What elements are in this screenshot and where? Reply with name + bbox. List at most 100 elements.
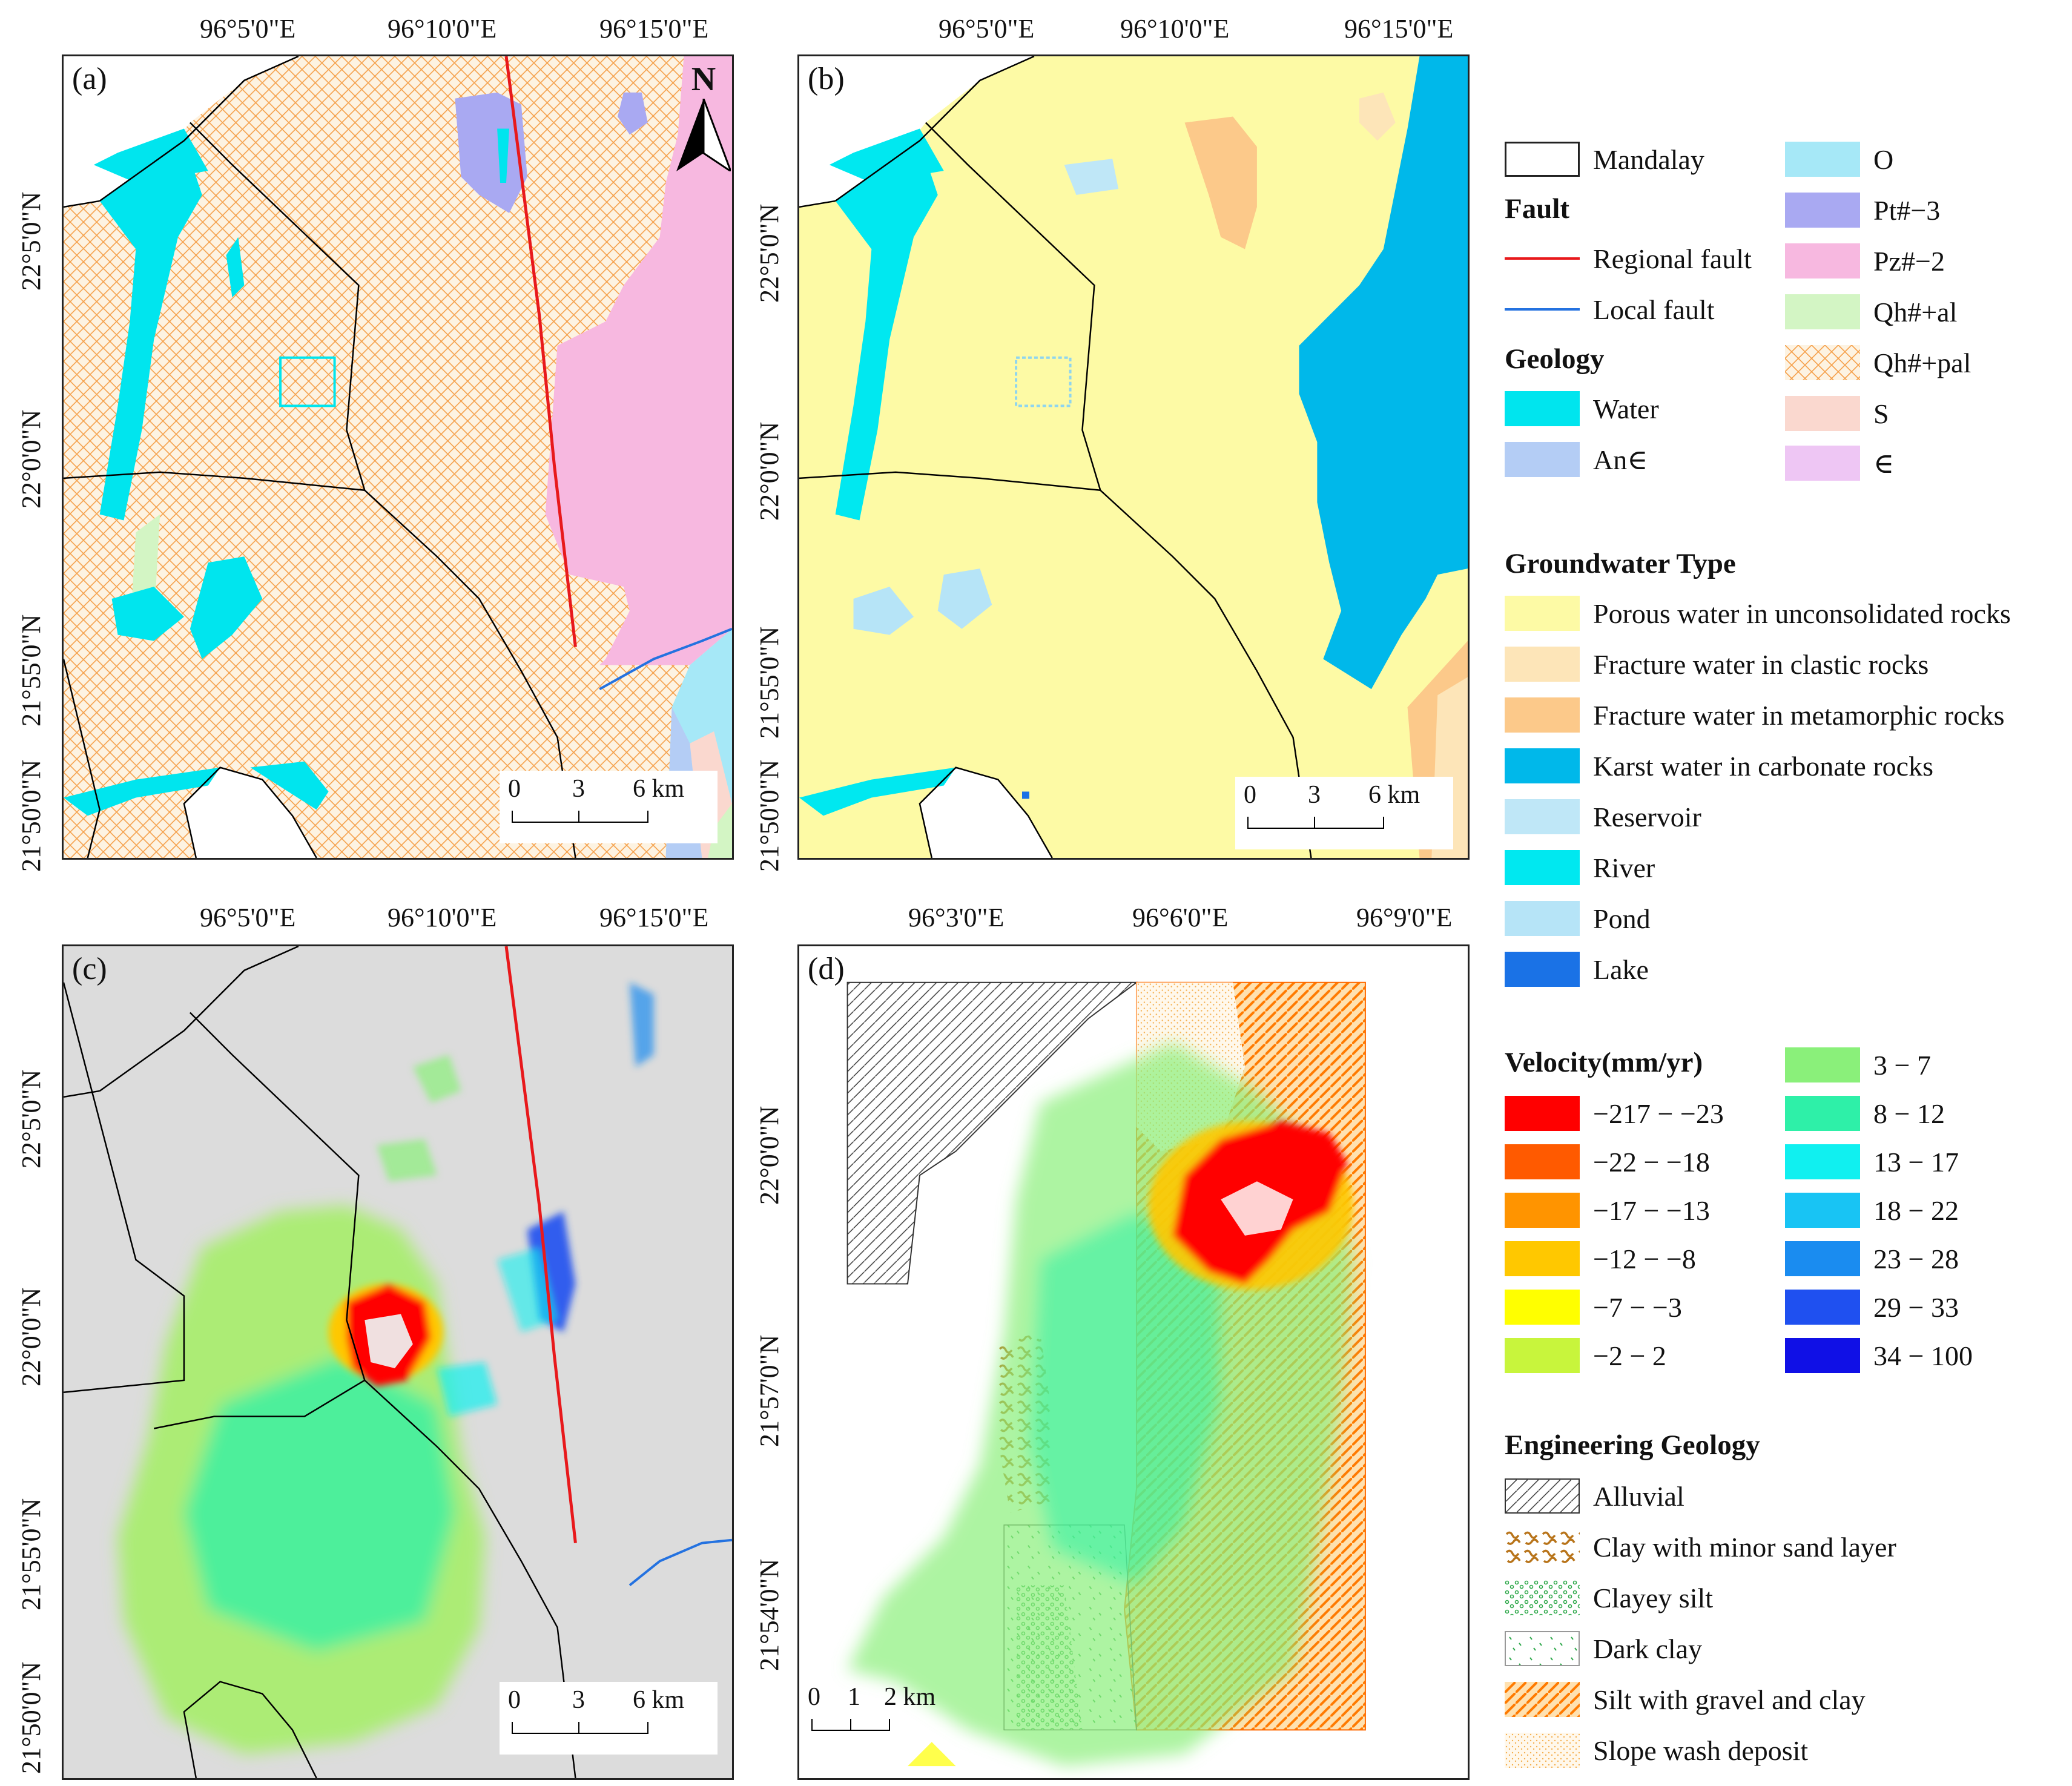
ytick-d-2: 21°57'0"N [754, 1334, 784, 1447]
xtick-c-1: 96°5'0"E [200, 903, 296, 932]
legend-silt-gravel: Silt with gravel and clay [1505, 1681, 1866, 1718]
fracture-clastic-label: Fracture water in clastic rocks [1593, 648, 1929, 680]
scale-a-2: 6 km [633, 775, 685, 803]
legend-reservoir: Reservoir [1505, 798, 1701, 835]
xtick-a-3: 96°15'0"E [599, 14, 709, 44]
an-label: An∈ [1593, 444, 1648, 475]
legend-dark-clay: Dark clay [1505, 1630, 1702, 1667]
pond-label: Pond [1593, 903, 1651, 934]
local-fault-label: Local fault [1593, 294, 1715, 325]
legend-vel-4: −12 − −8 [1505, 1240, 1696, 1277]
qh-pal-label: Qh#+pal [1873, 347, 1971, 378]
scale-bar-a: 0 3 6 km [500, 771, 718, 843]
north-arrow-label: N [691, 61, 716, 98]
scale-c-0: 0 [508, 1686, 521, 1714]
legend-clayey-silt: Clayey silt [1505, 1579, 1713, 1616]
scale-a-0: 0 [508, 775, 521, 803]
xtick-c-2: 96°10'0"E [388, 903, 497, 932]
ytick-b-1: 22°5'0"N [754, 203, 784, 303]
vel-9-label: 13 − 17 [1873, 1146, 1959, 1178]
o-label: O [1873, 143, 1894, 175]
xtick-d-2: 96°6'0"E [1132, 903, 1229, 932]
boundary-swatch [1505, 142, 1580, 177]
legend-pond: Pond [1505, 900, 1651, 937]
legend-clay-sand: Clay with minor sand layer [1505, 1528, 1896, 1566]
legend-slope-wash: Slope wash deposit [1505, 1732, 1808, 1769]
regional-fault-label: Regional fault [1593, 243, 1752, 274]
ytick-a-4: 21°50'0"N [16, 759, 46, 872]
legend-s: S [1785, 395, 1889, 432]
scale-d-0: 0 [808, 1683, 820, 1711]
ytick-c-1: 22°5'0"N [16, 1069, 46, 1168]
geology-heading: Geology [1505, 343, 1605, 375]
legend-alluvial: Alluvial [1505, 1477, 1684, 1515]
legend-vel-11: 23 − 28 [1785, 1240, 1959, 1277]
ytick-a-1: 22°5'0"N [16, 191, 46, 291]
xtick-d-3: 96°9'0"E [1356, 903, 1453, 932]
pz-label: Pz#−2 [1873, 245, 1945, 277]
panel-a-label: (a) [72, 62, 107, 96]
vel-3-label: −17 − −13 [1593, 1195, 1710, 1226]
ytick-c-2: 22°0'0"N [16, 1287, 46, 1386]
slope-wash-label: Slope wash deposit [1593, 1735, 1809, 1766]
scale-bar-b: 0 3 6 km [1235, 777, 1453, 849]
xtick-b-1: 96°5'0"E [939, 14, 1035, 44]
legend-vel-7: 3 − 7 [1785, 1046, 1931, 1084]
ytick-b-2: 22°0'0"N [754, 421, 784, 521]
legend-o: O [1785, 140, 1893, 178]
legend-vel-12: 29 − 33 [1785, 1288, 1959, 1326]
legend-cambrian: ∈ [1785, 444, 1894, 482]
water-label: Water [1593, 393, 1659, 424]
ytick-d-3: 21°54'0"N [754, 1558, 784, 1671]
legend-fracture-metamorphic: Fracture water in metamorphic rocks [1505, 696, 2005, 734]
xtick-b-3: 96°15'0"E [1344, 14, 1454, 44]
engineering-heading: Engineering Geology [1505, 1429, 1760, 1461]
lake-label: Lake [1593, 954, 1649, 985]
legend-vel-1: −217 − −23 [1505, 1095, 1724, 1132]
legend-pz: Pz#−2 [1785, 242, 1945, 280]
legend-local-fault: Local fault [1505, 291, 1715, 328]
legend-an: An∈ [1505, 441, 1648, 478]
vel-8-label: 8 − 12 [1873, 1098, 1945, 1129]
legend-qh-al: Qh#+al [1785, 293, 1957, 331]
legend-porous: Porous water in unconsolidated rocks [1505, 595, 2011, 632]
panel-a-geology-map: (a) N 0 3 6 km [62, 54, 734, 860]
legend-vel-6: −2 − 2 [1505, 1337, 1666, 1374]
cambrian-label: ∈ [1873, 448, 1895, 479]
scale-c-2: 6 km [633, 1686, 685, 1714]
vel-2-label: −22 − −18 [1593, 1146, 1710, 1178]
legend-vel-10: 18 − 22 [1785, 1191, 1959, 1229]
legend-pt: Pt#−3 [1785, 191, 1940, 229]
ytick-a-2: 22°0'0"N [16, 409, 46, 509]
boundary-label: Mandalay [1593, 143, 1704, 175]
s-label: S [1873, 398, 1889, 429]
clay-sand-label: Clay with minor sand layer [1593, 1531, 1896, 1563]
panel-d-engineering-map: (d) 0 1 2 km [797, 944, 1470, 1780]
ytick-c-4: 21°50'0"N [16, 1661, 46, 1774]
scale-b-0: 0 [1244, 781, 1256, 809]
legend-vel-8: 8 − 12 [1785, 1095, 1945, 1132]
panel-c-label: (c) [72, 952, 107, 986]
xtick-a-2: 96°10'0"E [388, 14, 497, 44]
panel-c-velocity-map: (c) 0 3 6 km [62, 944, 734, 1780]
ytick-b-3: 21°55'0"N [754, 626, 784, 739]
clayey-silt-label: Clayey silt [1593, 1582, 1714, 1613]
scale-bar-d: 0 1 2 km [799, 1679, 957, 1751]
vel-6-label: −2 − 2 [1593, 1340, 1666, 1371]
legend-fracture-clastic: Fracture water in clastic rocks [1505, 645, 1928, 683]
legend-karst: Karst water in carbonate rocks [1505, 747, 1933, 785]
legend-regional-fault: Regional fault [1505, 240, 1752, 277]
scale-d-1: 1 [848, 1683, 860, 1711]
legend-lake: Lake [1505, 951, 1649, 988]
scale-b-2: 6 km [1368, 781, 1420, 809]
ytick-a-3: 21°55'0"N [16, 614, 46, 727]
alluvial-label: Alluvial [1593, 1480, 1684, 1512]
vel-12-label: 29 − 33 [1873, 1291, 1959, 1323]
scale-d-2: 2 km [884, 1683, 936, 1711]
river-label: River [1593, 852, 1655, 883]
vel-1-label: −217 − −23 [1593, 1098, 1724, 1129]
velocity-heading: Velocity(mm/yr) [1505, 1047, 1703, 1078]
panel-b-groundwater-map: (b) 0 3 6 km [797, 54, 1470, 860]
ytick-b-4: 21°50'0"N [754, 759, 784, 872]
legend-vel-2: −22 − −18 [1505, 1143, 1710, 1181]
